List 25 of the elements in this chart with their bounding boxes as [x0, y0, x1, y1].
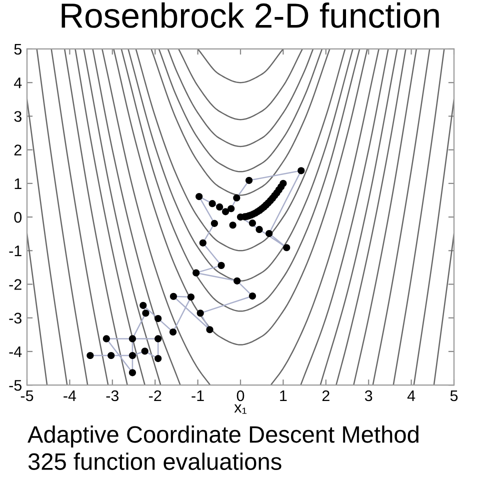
y-tick-label: 1 [14, 178, 22, 189]
y-tick-label: -2 [9, 279, 22, 290]
y-tick-label: 4 [14, 78, 22, 88]
x-tick-label: 4 [407, 390, 416, 402]
y-tick-label: 2 [14, 144, 22, 156]
x-tick-label: -2 [148, 390, 162, 402]
x-tick-label: -1 [192, 390, 204, 402]
x-tick-label: -3 [106, 390, 119, 402]
x-axis-title: x₁ [234, 404, 247, 414]
y-tick-label: 3 [14, 111, 22, 122]
chart-title: Rosenbrock 2-D function [62, 2, 439, 28]
y-tick-label: -1 [9, 246, 22, 256]
x-tick-label: 0 [236, 390, 244, 402]
x-tick-label: 3 [364, 390, 372, 402]
y-tick-label: 0 [14, 212, 22, 223]
x-tick-label: 5 [450, 390, 458, 402]
x-tick-label: 1 [280, 390, 287, 402]
y-tick-label: 5 [14, 44, 22, 55]
text: 325 function evaluations [28, 452, 282, 470]
text: Adaptive Coordinate Descent Method [28, 425, 418, 448]
y-tick-label: -5 [9, 380, 22, 391]
x-tick-label: -4 [64, 390, 76, 402]
y-tick-label: -4 [9, 346, 22, 358]
x-tick-label: 2 [322, 390, 330, 402]
y-tick-label: -3 [9, 312, 22, 324]
